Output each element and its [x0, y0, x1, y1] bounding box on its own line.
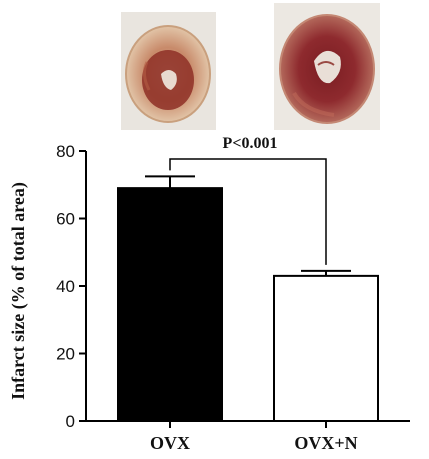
y-tick-label: 20 — [56, 345, 75, 364]
y-axis-title: Infarct size (% of total area) — [8, 182, 29, 400]
heart-section-ovx-image — [121, 12, 216, 130]
significance-bracket — [169, 158, 327, 265]
bar-ovx-n — [273, 274, 379, 422]
y-tick-label: 80 — [56, 142, 75, 161]
y-tick-label: 60 — [56, 210, 75, 229]
p-value-annotation: P<0.001 — [223, 135, 278, 152]
y-tick-label: 0 — [66, 412, 75, 431]
bar-ovx — [117, 187, 223, 422]
heart-slice-pale-illustration — [125, 25, 211, 123]
heart-slice-red-illustration — [279, 14, 375, 124]
heart-section-ovx-n-image — [274, 3, 380, 130]
y-tick-label: 40 — [56, 277, 75, 296]
category-label: OVX — [150, 433, 190, 453]
category-label: OVX+N — [294, 433, 357, 453]
